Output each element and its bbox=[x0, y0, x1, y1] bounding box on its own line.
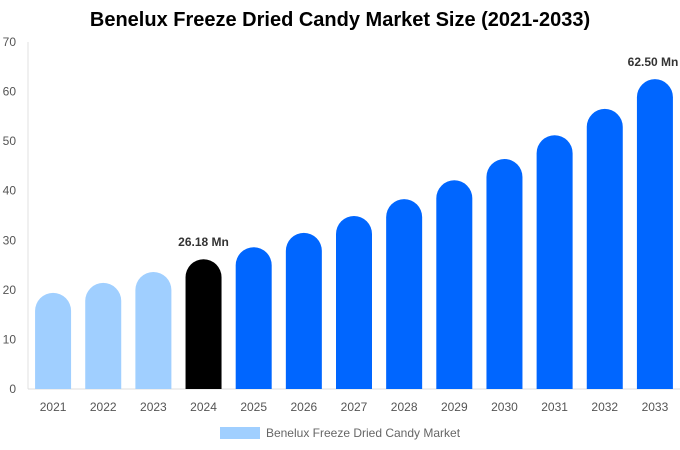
bar-2025[interactable] bbox=[235, 247, 272, 389]
x-tick-label: 2027 bbox=[341, 400, 368, 414]
x-tick-label: 2028 bbox=[391, 400, 418, 414]
bar-2029[interactable] bbox=[436, 180, 473, 389]
x-tick-label: 2031 bbox=[541, 400, 568, 414]
bar-2032[interactable] bbox=[586, 108, 623, 390]
x-tick-label: 2032 bbox=[591, 400, 618, 414]
y-tick-label: 60 bbox=[3, 85, 17, 99]
legend-label: Benelux Freeze Dried Candy Market bbox=[265, 426, 461, 440]
y-tick-label: 50 bbox=[3, 134, 17, 148]
y-tick-label: 40 bbox=[3, 184, 17, 198]
bar-2022[interactable] bbox=[85, 282, 122, 389]
data-label: 62.50 Mn bbox=[628, 55, 679, 69]
bar-2024[interactable] bbox=[185, 259, 222, 389]
x-tick-label: 2026 bbox=[290, 400, 317, 414]
bar-2031[interactable] bbox=[536, 135, 573, 389]
bar-2026[interactable] bbox=[285, 232, 322, 389]
chart-title: Benelux Freeze Dried Candy Market Size (… bbox=[89, 9, 591, 31]
bar-2027[interactable] bbox=[336, 215, 372, 389]
x-tick-label: 2033 bbox=[642, 400, 669, 414]
y-tick-label: 30 bbox=[3, 233, 17, 247]
x-tick-label: 2021 bbox=[40, 400, 67, 414]
data-label: 26.18 Mn bbox=[178, 235, 229, 249]
bar-2033[interactable] bbox=[636, 79, 673, 389]
legend[interactable]: Benelux Freeze Dried Candy Market bbox=[0, 426, 680, 440]
legend-swatch bbox=[219, 427, 260, 439]
y-tick-label: 0 bbox=[9, 382, 16, 396]
bar-2028[interactable] bbox=[386, 199, 423, 389]
x-tick-label: 2025 bbox=[240, 400, 267, 414]
x-tick-label: 2029 bbox=[441, 400, 468, 414]
y-tick-label: 10 bbox=[3, 332, 17, 346]
bar-2030[interactable] bbox=[486, 158, 523, 389]
bar-2023[interactable] bbox=[135, 272, 172, 389]
x-tick-label: 2022 bbox=[90, 400, 117, 414]
x-tick-label: 2030 bbox=[491, 400, 518, 414]
x-tick-label: 2024 bbox=[190, 400, 217, 414]
y-tick-label: 20 bbox=[3, 283, 17, 297]
bar-2021[interactable] bbox=[35, 292, 72, 389]
x-tick-label: 2023 bbox=[140, 400, 167, 414]
y-tick-label: 70 bbox=[3, 35, 17, 49]
